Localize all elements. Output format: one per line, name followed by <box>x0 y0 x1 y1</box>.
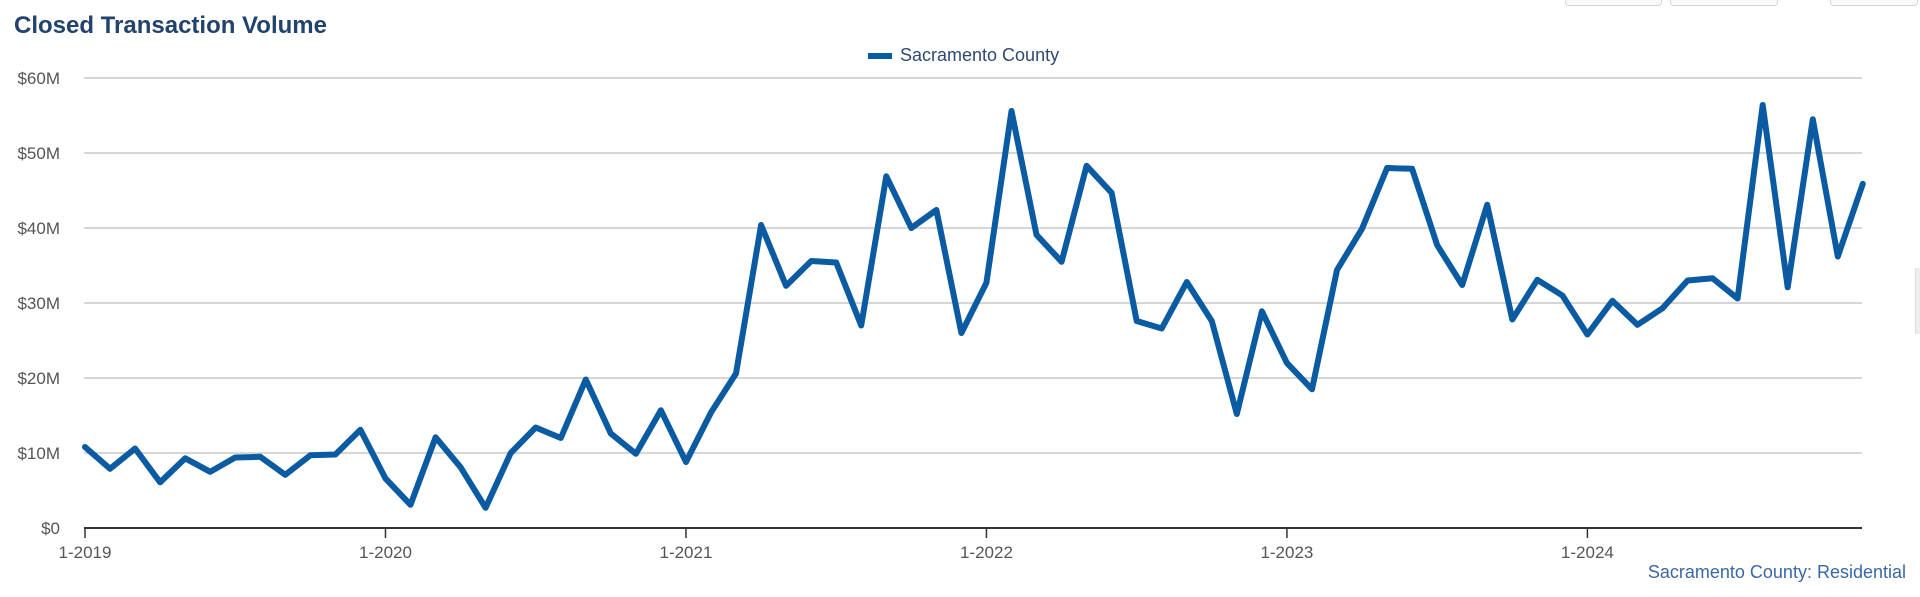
legend[interactable]: Sacramento County <box>868 45 1059 66</box>
x-tick-label: 1-2021 <box>659 543 712 562</box>
x-tick-label: 1-2020 <box>359 543 412 562</box>
legend-label: Sacramento County <box>900 45 1060 65</box>
y-tick-label: $10M <box>17 444 60 463</box>
x-tick-label: 1-2023 <box>1260 543 1313 562</box>
y-tick-label: $20M <box>17 369 60 388</box>
series-line-sacramento-county[interactable] <box>82 102 1866 511</box>
y-tick-label: $50M <box>17 144 60 163</box>
y-tick-label: $60M <box>17 69 60 88</box>
toolbar-button-3[interactable] <box>1830 0 1918 6</box>
x-tick-label: 1-2024 <box>1561 543 1614 562</box>
scroll-handle[interactable] <box>1915 268 1920 334</box>
y-tick-label: $40M <box>17 219 60 238</box>
y-tick-label: $30M <box>17 294 60 313</box>
y-axis-ticks: $0 $10M $20M $30M $40M $50M $60M <box>17 69 60 538</box>
legend-swatch <box>868 52 892 59</box>
x-tick-label: 1-2022 <box>960 543 1013 562</box>
x-tick-label: 1-2019 <box>59 543 112 562</box>
gridlines <box>84 77 1862 454</box>
toolbar-button-1[interactable] <box>1565 0 1662 6</box>
chart-title: Closed Transaction Volume <box>14 12 327 39</box>
x-axis-ticks: 1-2019 1-2020 1-2021 1-2022 1-2023 1-2024 <box>59 528 1614 562</box>
toolbar-button-2[interactable] <box>1670 0 1778 6</box>
source-note: Sacramento County: Residential <box>1647 562 1906 582</box>
y-tick-label: $0 <box>41 519 60 538</box>
